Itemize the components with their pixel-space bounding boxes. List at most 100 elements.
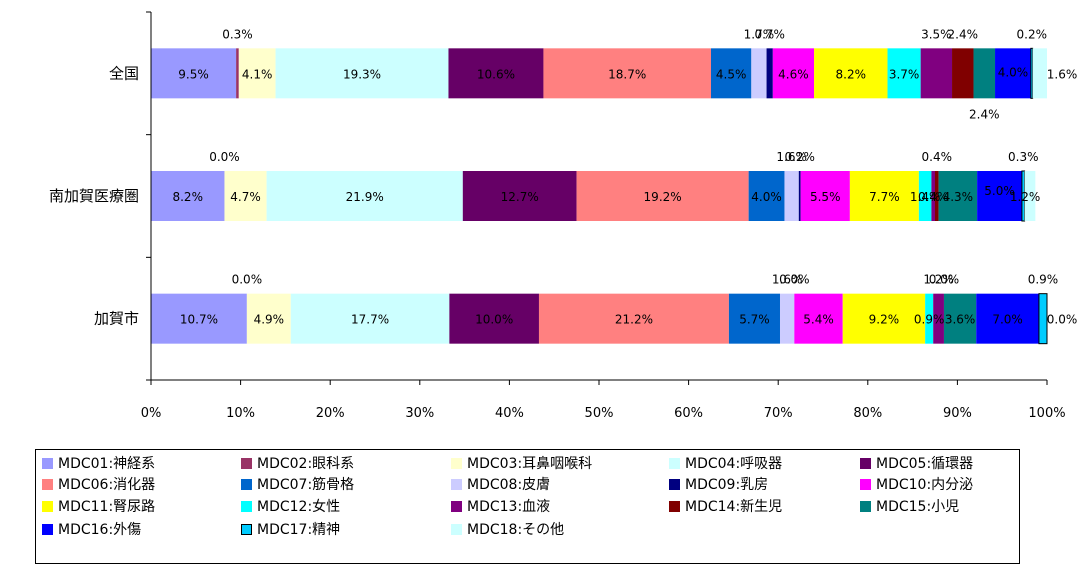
legend-swatch bbox=[451, 524, 462, 535]
data-label: 5.7% bbox=[739, 313, 770, 327]
legend-item: MDC18:その他 bbox=[451, 519, 564, 539]
legend-label: MDC13:血液 bbox=[467, 496, 550, 516]
legend-label: MDC01:神経系 bbox=[58, 453, 155, 473]
legend-item: MDC05:循環器 bbox=[860, 453, 973, 473]
legend-swatch bbox=[860, 479, 871, 490]
data-label: 21.2% bbox=[615, 313, 653, 327]
legend-item: MDC12:女性 bbox=[241, 496, 340, 516]
legend-item: MDC14:新生児 bbox=[669, 496, 782, 516]
x-tick-label: 0% bbox=[141, 406, 162, 421]
bar-segment bbox=[952, 48, 974, 98]
x-tick-label: 90% bbox=[943, 406, 972, 421]
legend-label: MDC07:筋骨格 bbox=[257, 474, 354, 494]
legend-label: MDC06:消化器 bbox=[58, 474, 155, 494]
x-tick-label: 20% bbox=[316, 406, 345, 421]
data-label: 10.0% bbox=[475, 313, 513, 327]
bar-segment bbox=[799, 171, 801, 221]
legend-item: MDC09:乳房 bbox=[669, 474, 768, 494]
data-label: 4.9% bbox=[254, 313, 285, 327]
bar-segment bbox=[784, 171, 798, 221]
stacked-bar-chart: 9.5% 0.3% 4.1% 19.3% 10.6% 18.7% 4.5% 1.7%0.7% 4… bbox=[0, 0, 1080, 445]
category-label: 全国 bbox=[109, 64, 139, 82]
legend-item: MDC16:外傷 bbox=[42, 519, 141, 539]
x-tick-label: 70% bbox=[764, 406, 793, 421]
legend-label: MDC09:乳房 bbox=[685, 474, 768, 494]
x-tick-label: 80% bbox=[853, 406, 882, 421]
data-label: 21.9% bbox=[346, 190, 384, 204]
data-label: 0.0% bbox=[929, 273, 960, 287]
legend-item: MDC01:神経系 bbox=[42, 453, 155, 473]
legend-label: MDC18:その他 bbox=[467, 519, 564, 539]
data-label: 18.7% bbox=[608, 67, 646, 81]
data-label: 0.0% bbox=[209, 150, 240, 164]
bar-segment bbox=[236, 48, 239, 98]
data-label: 9.5% bbox=[178, 67, 209, 81]
data-label: 3.6% bbox=[945, 313, 976, 327]
legend-item: MDC13:血液 bbox=[451, 496, 550, 516]
legend-label: MDC11:腎尿路 bbox=[58, 496, 155, 516]
legend-swatch bbox=[42, 479, 53, 490]
data-label: 7.7% bbox=[869, 190, 900, 204]
legend-swatch bbox=[451, 479, 462, 490]
legend-swatch bbox=[241, 458, 252, 469]
data-label: 9.2% bbox=[869, 313, 900, 327]
data-label: 2.4% bbox=[969, 107, 1000, 121]
legend-swatch bbox=[42, 458, 53, 469]
legend-item: MDC03:耳鼻咽喉科 bbox=[451, 453, 592, 473]
legend-label: MDC17:精神 bbox=[257, 519, 340, 539]
legend-item: MDC15:小児 bbox=[860, 496, 959, 516]
bar-segment bbox=[1031, 48, 1033, 98]
data-label: 0.4% bbox=[922, 150, 953, 164]
data-label: 0.7% bbox=[754, 27, 785, 41]
legend-label: MDC08:皮膚 bbox=[467, 474, 550, 494]
data-label: 0.0% bbox=[779, 273, 810, 287]
data-label: 2.4% bbox=[948, 27, 979, 41]
bar-segment bbox=[974, 48, 996, 98]
legend-item: MDC08:皮膚 bbox=[451, 474, 550, 494]
legend-label: MDC16:外傷 bbox=[58, 519, 141, 539]
data-label: 5.5% bbox=[810, 190, 841, 204]
data-label: 4.3% bbox=[943, 190, 974, 204]
bar-segment bbox=[767, 48, 773, 98]
legend-label: MDC02:眼科系 bbox=[257, 453, 354, 473]
x-tick-label: 40% bbox=[495, 406, 524, 421]
legend-swatch bbox=[42, 524, 53, 535]
data-label: 7.0% bbox=[992, 313, 1023, 327]
data-label: 0.9% bbox=[914, 313, 945, 327]
data-label: 12.7% bbox=[501, 190, 539, 204]
legend-label: MDC10:内分泌 bbox=[876, 474, 973, 494]
legend-swatch bbox=[669, 501, 680, 512]
data-label: 0.9% bbox=[1028, 273, 1059, 287]
data-label: 10.7% bbox=[180, 313, 218, 327]
data-label: 4.0% bbox=[998, 65, 1029, 79]
data-label: 4.6% bbox=[778, 67, 809, 81]
legend-swatch bbox=[860, 501, 871, 512]
data-label: 19.3% bbox=[343, 67, 381, 81]
legend-item: MDC02:眼科系 bbox=[241, 453, 354, 473]
legend-item: MDC10:内分泌 bbox=[860, 474, 973, 494]
legend-swatch bbox=[241, 501, 252, 512]
legend-item: MDC11:腎尿路 bbox=[42, 496, 155, 516]
data-label: 0.2% bbox=[1017, 27, 1048, 41]
x-tick-label: 50% bbox=[585, 406, 614, 421]
x-tick-label: 100% bbox=[1028, 406, 1065, 421]
legend-swatch bbox=[42, 501, 53, 512]
legend-label: MDC04:呼吸器 bbox=[685, 453, 782, 473]
data-label: 8.2% bbox=[836, 67, 867, 81]
legend-label: MDC03:耳鼻咽喉科 bbox=[467, 453, 592, 473]
data-label: 0.3% bbox=[222, 27, 253, 41]
legend: MDC01:神経系 MDC02:眼科系 MDC03:耳鼻咽喉科 MDC04:呼吸器 MD… bbox=[35, 449, 1020, 564]
data-label: 1.6% bbox=[1047, 67, 1078, 81]
data-label: 4.7% bbox=[230, 190, 261, 204]
x-tick-label: 10% bbox=[226, 406, 255, 421]
data-label: 17.7% bbox=[351, 313, 389, 327]
category-label: 南加賀医療圏 bbox=[49, 187, 139, 205]
legend-swatch bbox=[669, 458, 680, 469]
legend-swatch bbox=[451, 458, 462, 469]
legend-label: MDC12:女性 bbox=[257, 496, 340, 516]
legend-swatch bbox=[860, 458, 871, 469]
legend-item: MDC17:精神 bbox=[241, 519, 340, 539]
data-label: 0.0% bbox=[232, 273, 263, 287]
bar-segment bbox=[780, 294, 794, 344]
legend-item: MDC07:筋骨格 bbox=[241, 474, 354, 494]
